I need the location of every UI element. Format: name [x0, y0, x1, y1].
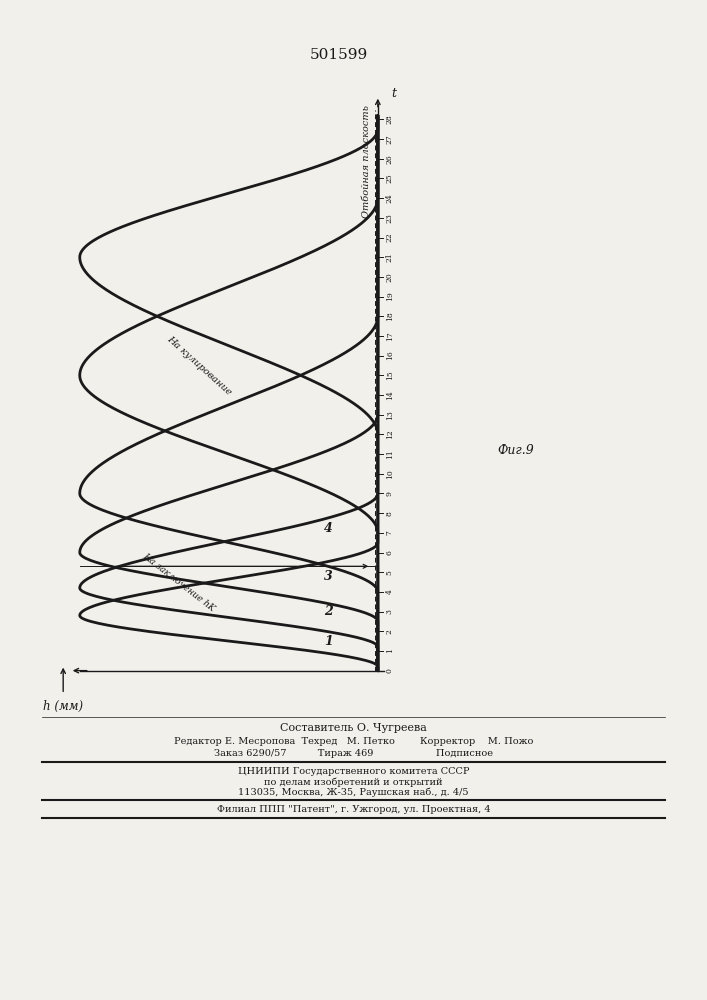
Text: 2: 2 — [386, 629, 394, 634]
Text: На заключение hK: На заключение hK — [141, 551, 217, 613]
Text: 5: 5 — [386, 570, 394, 575]
Text: 17: 17 — [386, 331, 394, 341]
Text: 15: 15 — [386, 370, 394, 380]
Text: 12: 12 — [386, 430, 394, 439]
Text: по делам изобретений и открытий: по делам изобретений и открытий — [264, 777, 443, 787]
Text: Отбойная плоскость: Отбойная плоскость — [362, 105, 371, 218]
Text: ЦНИИПИ Государственного комитета СССР: ЦНИИПИ Государственного комитета СССР — [238, 768, 469, 776]
Text: 10: 10 — [386, 469, 394, 479]
Text: 1: 1 — [386, 648, 394, 653]
Text: 13: 13 — [386, 410, 394, 420]
Text: 23: 23 — [386, 213, 394, 223]
Text: 501599: 501599 — [310, 48, 368, 62]
Text: 7: 7 — [386, 530, 394, 535]
Text: 16: 16 — [386, 351, 394, 360]
Text: 20: 20 — [386, 272, 394, 282]
Text: 24: 24 — [386, 193, 394, 203]
Text: 18: 18 — [386, 311, 394, 321]
Text: Филиал ППП "Патент", г. Ужгород, ул. Проектная, 4: Филиал ППП "Патент", г. Ужгород, ул. Про… — [216, 804, 491, 814]
Text: 4: 4 — [324, 522, 332, 535]
Text: 22: 22 — [386, 233, 394, 242]
Text: 6: 6 — [386, 550, 394, 555]
Text: Заказ 6290/57          Тираж 469                    Подписное: Заказ 6290/57 Тираж 469 Подписное — [214, 750, 493, 758]
Text: 4: 4 — [386, 589, 394, 594]
Text: 8: 8 — [386, 511, 394, 516]
Text: h (мм): h (мм) — [43, 700, 83, 713]
Text: 21: 21 — [386, 252, 394, 262]
Text: 3: 3 — [386, 609, 394, 614]
Text: 27: 27 — [386, 134, 394, 144]
Text: 113035, Москва, Ж-35, Раушская наб., д. 4/5: 113035, Москва, Ж-35, Раушская наб., д. … — [238, 787, 469, 797]
Text: 19: 19 — [386, 292, 394, 301]
Text: 3: 3 — [324, 570, 332, 583]
Text: 26: 26 — [386, 154, 394, 164]
Text: t: t — [391, 87, 396, 100]
Text: 11: 11 — [386, 449, 394, 459]
Text: 25: 25 — [386, 174, 394, 183]
Text: 0: 0 — [386, 668, 394, 673]
Text: 2: 2 — [324, 605, 332, 618]
Text: 14: 14 — [386, 390, 394, 400]
Text: 9: 9 — [386, 491, 394, 496]
Text: На кулирование: На кулирование — [165, 334, 233, 397]
Text: Составитель О. Чугреева: Составитель О. Чугреева — [280, 723, 427, 733]
Text: Редактор Е. Месропова  Техред   М. Петко        Корректор    М. Пожо: Редактор Е. Месропова Техред М. Петко Ко… — [174, 736, 533, 746]
Text: Фиг.9: Фиг.9 — [498, 444, 534, 456]
Text: 1: 1 — [324, 635, 332, 648]
Text: 28: 28 — [386, 115, 394, 124]
